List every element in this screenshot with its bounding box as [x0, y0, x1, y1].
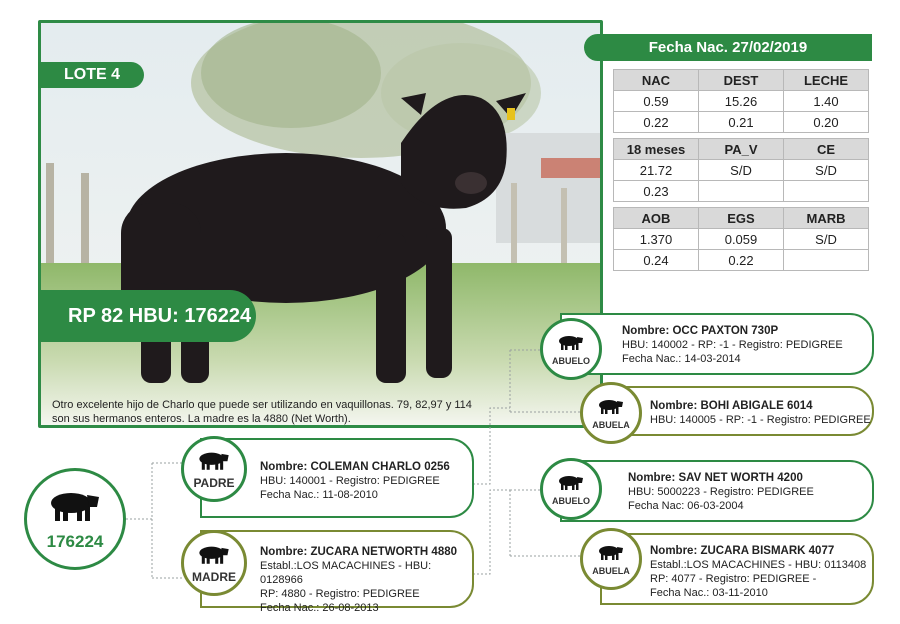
stats-tables: NAC DEST LECHE 0.59 15.26 1.40 0.22 0.21…	[613, 69, 872, 277]
bull-photo	[38, 20, 603, 428]
stat-header: 18 meses	[613, 138, 699, 160]
madre-role: MADRE	[192, 569, 236, 584]
abuela-paterna-name: Nombre: BOHI ABIGALE 6014	[650, 400, 813, 412]
abuela-paterna-badge: ABUELA	[580, 382, 642, 444]
cow-icon	[596, 543, 626, 566]
cow-icon	[196, 543, 232, 570]
madre-badge: MADRE	[181, 530, 247, 596]
rp-hbu-label: RP 82 HBU: 176224	[38, 290, 256, 342]
abuelo-paterno-card: Nombre: OCC PAXTON 730P HBU: 140002 - RP…	[560, 313, 874, 375]
abuelo-paterno-line: HBU: 140002 - RP: -1 - Registro: PEDIGRE…	[622, 339, 843, 351]
padre-line: HBU: 140001 - Registro: PEDIGREE	[260, 475, 440, 487]
padre-line: Fecha Nac.: 11-08-2010	[260, 489, 378, 501]
fecha-nac-banner: Fecha Nac. 27/02/2019	[584, 34, 872, 61]
abuela-materna-badge: ABUELA	[580, 528, 642, 590]
padre-card: Nombre: COLEMAN CHARLO 0256 HBU: 140001 …	[200, 438, 474, 518]
padre-name: Nombre: COLEMAN CHARLO 0256	[260, 461, 450, 473]
abuelo-paterno-line: Fecha Nac.: 14-03-2014	[622, 353, 741, 365]
abuelo-materno-badge: ABUELO	[540, 458, 602, 520]
abuelo-materno-name: Nombre: SAV NET WORTH 4200	[628, 472, 803, 484]
stat-header: MARB	[783, 207, 869, 229]
abuelo-materno-card: Nombre: SAV NET WORTH 4200 HBU: 5000223 …	[560, 460, 874, 522]
abuela-materna-line: RP: 4077 - Registro: PEDIGREE -	[650, 573, 817, 585]
abuelo-materno-line: Fecha Nac: 06-03-2004	[628, 500, 744, 512]
lote-label: LOTE 4	[38, 62, 144, 88]
abuela-paterna-line: HBU: 140005 - RP: -1 - Registro: PEDIGRE…	[650, 414, 871, 426]
abuela-materna-line: Fecha Nac.: 03-11-2010	[650, 587, 768, 599]
stats-group-1: NAC DEST LECHE 0.59 15.26 1.40 0.22 0.21…	[613, 69, 872, 133]
abuela-materna-card: Nombre: ZUCARA BISMARK 4077 Establ.:LOS …	[600, 533, 874, 605]
padre-role: PADRE	[193, 475, 235, 490]
abuela-materna-role: ABUELA	[592, 565, 630, 576]
madre-line: Fecha Nac.: 26-08-2013	[260, 602, 379, 614]
cow-icon	[596, 397, 626, 420]
abuelo-materno-line: HBU: 5000223 - Registro: PEDIGREE	[628, 486, 814, 498]
padre-badge: PADRE	[181, 436, 247, 502]
madre-line: Establ.:LOS MACACHINES - HBU: 0128966	[260, 560, 432, 586]
stat-cell	[783, 249, 869, 271]
abuela-materna-line: Establ.:LOS MACACHINES - HBU: 0113408	[650, 559, 867, 571]
cow-icon	[556, 333, 586, 356]
madre-name: Nombre: ZUCARA NETWORTH 4880	[260, 546, 458, 558]
madre-line: RP: 4880 - Registro: PEDIGREE	[260, 588, 420, 600]
stat-header: LECHE	[783, 69, 869, 91]
stat-header: DEST	[698, 69, 784, 91]
abuela-materna-name: Nombre: ZUCARA BISMARK 4077	[650, 545, 835, 557]
cow-icon	[47, 487, 103, 528]
abuelo-paterno-name: Nombre: OCC PAXTON 730P	[622, 325, 779, 337]
abuela-paterna-card: Nombre: BOHI ABIGALE 6014 HBU: 140005 - …	[600, 386, 874, 436]
abuelo-materno-role: ABUELO	[552, 495, 590, 506]
stats-group-2: 18 meses PA_V CE 21.72 S/D S/D 0.23	[613, 138, 872, 202]
stat-header: AOB	[613, 207, 699, 229]
abuelo-paterno-badge: ABUELO	[540, 318, 602, 380]
animal-id: 176224	[46, 531, 104, 551]
stats-group-3: AOB EGS MARB 1.370 0.059 S/D 0.24 0.22	[613, 207, 872, 271]
cow-icon	[556, 473, 586, 496]
abuelo-paterno-role: ABUELO	[552, 355, 590, 366]
description-text: Otro excelente hijo de Charlo que puede …	[52, 399, 472, 425]
main-animal-badge: 176224	[24, 468, 126, 570]
cow-icon	[196, 449, 232, 476]
stat-cell	[783, 180, 869, 202]
abuela-paterna-role: ABUELA	[592, 419, 630, 430]
stat-cell: 0.20	[783, 111, 869, 133]
